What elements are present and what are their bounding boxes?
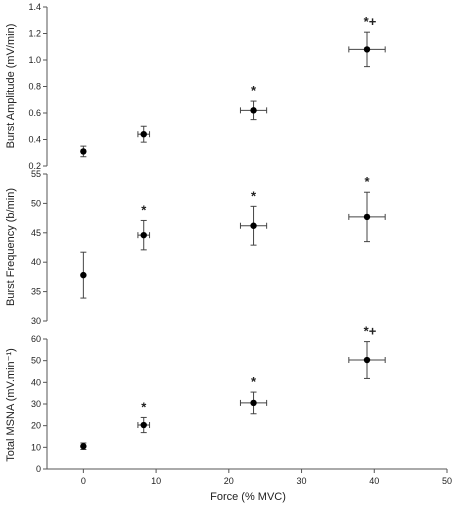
x-tick-label: 0: [81, 476, 86, 486]
y-tick-label: 1.0: [28, 55, 41, 65]
y-tick-label: 10: [31, 442, 41, 452]
data-point: [250, 399, 257, 407]
y-axis-title: Burst Frequency (b/min): [5, 188, 17, 306]
x-tick-label: 10: [151, 476, 161, 486]
y-axis-title: Burst Amplitude (mV/min): [5, 24, 17, 149]
data-point: [80, 148, 87, 155]
y-tick-label: 0: [36, 464, 41, 474]
data-point: [140, 421, 147, 429]
y-tick-label: 0.8: [28, 82, 41, 92]
y-tick-label: 40: [31, 377, 41, 387]
x-axis-title: Force (% MVC): [210, 491, 286, 503]
data-point: [140, 231, 147, 239]
x-tick-label: 40: [369, 476, 379, 486]
chart-panel-2: 30 35 40 45 50 55 Burst Frequency (b/min) * * *: [5, 169, 386, 326]
y-tick-label: 50: [31, 198, 41, 208]
significance-marker: *: [141, 399, 147, 414]
data-point: [80, 443, 87, 450]
y-tick-label: 20: [31, 421, 41, 431]
x-tick-label: 50: [442, 476, 452, 486]
data-point: [250, 222, 257, 229]
significance-marker: *: [251, 374, 257, 389]
y-tick-label: 1.4: [28, 2, 41, 12]
y-tick-label: 0.6: [28, 108, 41, 118]
y-axis-title: Total MSNA (mV.min⁻¹): [5, 348, 17, 462]
y-tick-label: 30: [31, 399, 41, 409]
y-tick-label: 45: [31, 228, 41, 238]
data-point: [250, 107, 257, 114]
y-tick-label: 55: [31, 169, 41, 179]
y-tick-label: 60: [31, 334, 41, 344]
significance-marker: *: [251, 83, 257, 98]
y-tick-label: 35: [31, 287, 41, 297]
y-tick-label: 0.2: [28, 161, 41, 171]
data-point: [363, 46, 371, 53]
y-tick-label: 50: [31, 356, 41, 366]
chart-panel-3: 0 10 20 30 40 50 60 Total MSNA (mV.min⁻¹) 0 10 20 3…: [5, 324, 452, 486]
significance-marker: *: [141, 202, 147, 217]
panels: 0.2 0.4 0.6 0.8 1.0 1.2 1.4 Burst Amplitude (mV…: [5, 2, 452, 486]
data-point: [363, 356, 371, 364]
y-tick-label: 0.4: [28, 135, 41, 145]
data-point: [80, 271, 87, 279]
data-point: [363, 213, 371, 221]
chart-panel-1: 0.2 0.4 0.6 0.8 1.0 1.2 1.4 Burst Amplitude (mV…: [5, 2, 386, 171]
y-tick-label: 30: [31, 316, 41, 326]
data-point: [140, 131, 147, 138]
y-tick-label: 1.2: [28, 29, 41, 39]
significance-marker: *: [251, 188, 257, 203]
y-tick-label: 40: [31, 257, 41, 267]
x-tick-label: 30: [297, 476, 307, 486]
significance-marker: *: [364, 174, 370, 189]
x-tick-label: 20: [224, 476, 234, 486]
significance-marker: *+: [364, 324, 377, 339]
significance-marker: *+: [364, 14, 377, 29]
